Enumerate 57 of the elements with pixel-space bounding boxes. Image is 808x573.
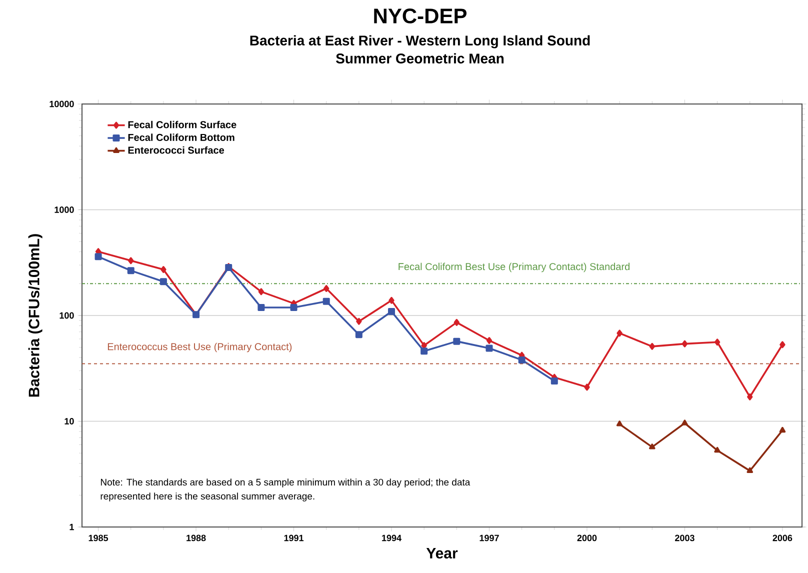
point (356, 318, 362, 325)
point (682, 340, 688, 348)
point (616, 420, 623, 426)
x-tick-label: 2006 (772, 534, 792, 542)
y-tick-label: 1000 (54, 206, 74, 213)
y-tick-label: 10 (64, 418, 74, 424)
point (160, 266, 166, 274)
point (355, 331, 362, 338)
point (550, 378, 558, 385)
x-tick-label: 1985 (88, 534, 108, 542)
point (290, 304, 298, 312)
y-tick-label: 10000 (50, 100, 74, 108)
x-tick-label: 1991 (284, 534, 304, 542)
legend-label: Fecal Coliform Bottom (128, 134, 234, 141)
x-tick-label: 2003 (675, 534, 694, 542)
point (746, 467, 754, 473)
annotation: Note: The standards are based on a 5 sample minimum within a 30 day period; the data represented here is the seasonal summer average. (100, 478, 470, 502)
point (322, 298, 330, 305)
point (714, 338, 720, 346)
point (128, 257, 134, 264)
point (518, 356, 526, 364)
point (714, 446, 720, 453)
point (420, 348, 428, 355)
y-tick-label: 1 (70, 524, 74, 530)
ref-line-label: Enterococcus Best Use (Primary Contact) (108, 342, 292, 352)
point (388, 308, 396, 316)
point (648, 444, 656, 450)
point (649, 342, 655, 350)
x-tick-label: 1997 (480, 534, 499, 542)
point (780, 341, 786, 348)
x-tick-label: 1994 (382, 534, 402, 542)
point (747, 393, 753, 400)
chart-title: NYC-DEP (374, 8, 467, 24)
legend-label: Enterococci Surface (128, 146, 224, 154)
y-tick-label: 100 (60, 312, 74, 319)
point (486, 337, 492, 344)
point (258, 304, 265, 312)
ref-line-label: Fecal Coliform Best Use (Primary Contact) Standard (398, 262, 630, 272)
point (486, 344, 493, 352)
point (454, 318, 460, 326)
point (616, 330, 622, 337)
y-axis-title: Bacteria (CFUs/100mL) (28, 234, 42, 397)
legend-label: Fecal Coliform Surface (128, 120, 236, 128)
point (388, 296, 394, 304)
point (323, 285, 330, 292)
x-tick-label: 1988 (186, 534, 206, 542)
x-tick-label: 2000 (577, 534, 597, 542)
point (584, 384, 590, 391)
chart-subtitle: Bacteria at East River - Western Long Island Sound Summer Geometric Mean (250, 35, 590, 64)
point (127, 267, 134, 274)
point (160, 278, 167, 286)
point (94, 253, 102, 260)
x-axis-title: Year (426, 548, 458, 559)
point (453, 338, 460, 345)
point (779, 426, 786, 433)
point (682, 420, 688, 426)
point (258, 288, 264, 296)
